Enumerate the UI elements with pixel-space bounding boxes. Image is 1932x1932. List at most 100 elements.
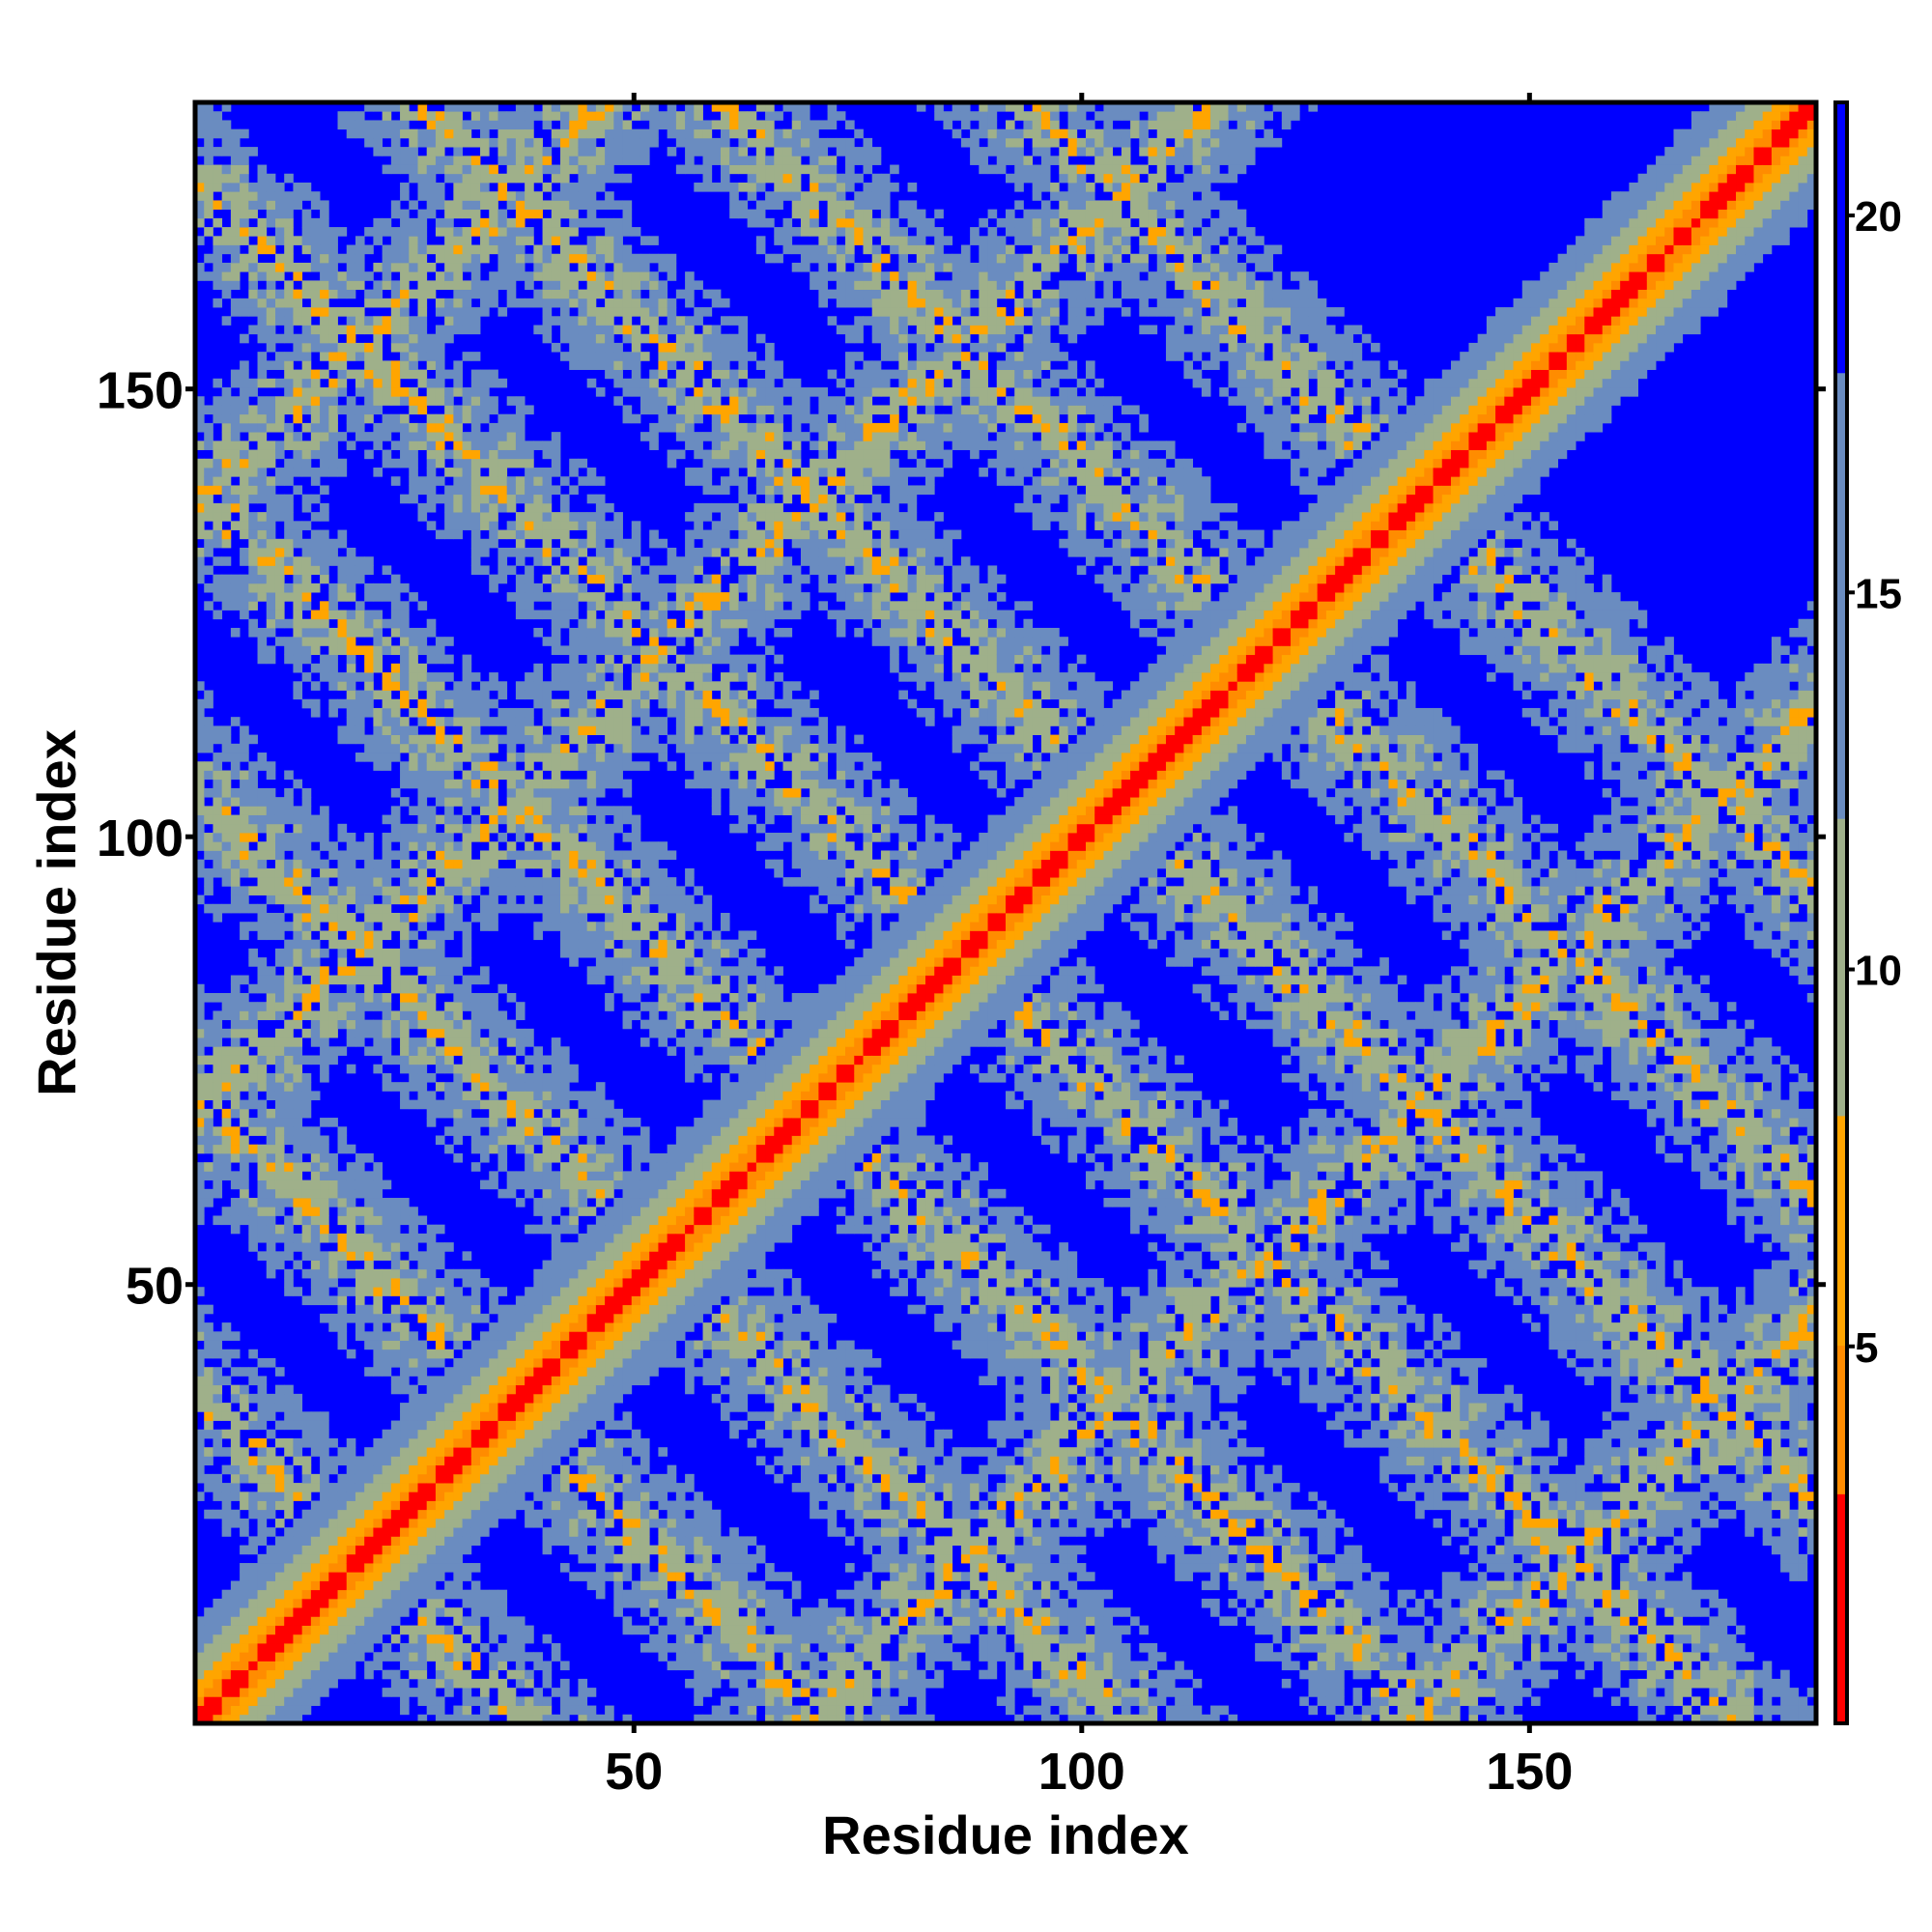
heatmap-cell: [355, 940, 365, 950]
heatmap-cell: [417, 672, 427, 682]
heatmap-cell: [311, 681, 321, 691]
heatmap-cell: [489, 1135, 498, 1145]
heatmap-cell: [471, 1421, 481, 1431]
heatmap-cell: [497, 1135, 507, 1145]
heatmap-cell: [507, 440, 517, 450]
heatmap-cell: [417, 254, 427, 264]
heatmap-cell: [560, 227, 570, 237]
heatmap-cell: [328, 1492, 338, 1501]
heatmap-cell: [417, 1519, 427, 1528]
heatmap-cell: [552, 218, 561, 228]
heatmap-cell: [400, 423, 410, 433]
heatmap-cell: [436, 1331, 445, 1341]
heatmap-cell: [302, 1225, 312, 1235]
heatmap-cell: [204, 717, 213, 726]
heatmap-cell: [533, 512, 543, 522]
heatmap-cell: [284, 298, 294, 308]
heatmap-cell: [293, 485, 302, 495]
heatmap-cell: [507, 815, 517, 825]
heatmap-cell: [248, 922, 258, 931]
heatmap-cell: [497, 850, 507, 860]
heatmap-cell: [240, 521, 249, 530]
heatmap-cell: [409, 290, 418, 299]
heatmap-cell: [417, 1456, 427, 1465]
heatmap-cell: [338, 611, 348, 620]
heatmap-cell: [355, 930, 365, 940]
heatmap-cell: [240, 548, 249, 557]
heatmap-cell: [507, 1358, 517, 1368]
heatmap-cell: [320, 1411, 329, 1421]
heatmap-cell: [275, 450, 285, 460]
heatmap-cell: [383, 1020, 392, 1030]
heatmap-cell: [240, 556, 249, 566]
heatmap-cell: [213, 797, 222, 807]
heatmap-cell: [284, 1234, 294, 1243]
heatmap-cell: [328, 868, 338, 878]
heatmap-cell: [507, 592, 517, 602]
heatmap-cell: [489, 1607, 498, 1617]
heatmap-cell: [471, 370, 481, 380]
heatmap-cell: [222, 860, 232, 869]
heatmap-cell: [552, 468, 561, 477]
heatmap-cell: [497, 1688, 507, 1697]
heatmap-cell: [355, 1153, 365, 1163]
heatmap-cell: [507, 1331, 517, 1341]
heatmap-cell: [293, 1563, 302, 1573]
heatmap-cell: [480, 298, 490, 308]
heatmap-cell: [284, 1483, 294, 1492]
heatmap-cell: [267, 1162, 276, 1172]
heatmap-cell: [248, 1126, 258, 1136]
heatmap-cell: [320, 548, 329, 557]
heatmap-cell: [391, 1590, 401, 1600]
heatmap-cell: [497, 1331, 507, 1341]
heatmap-cell: [436, 495, 445, 504]
heatmap-cell: [328, 645, 338, 655]
heatmap-cell: [293, 1421, 302, 1431]
heatmap-cell: [222, 387, 232, 397]
heatmap-cell: [383, 1367, 392, 1377]
heatmap-cell: [480, 183, 490, 192]
heatmap-cell: [444, 966, 454, 976]
heatmap-cell: [222, 1350, 232, 1359]
heatmap-cell: [347, 984, 356, 994]
heatmap-cell: [213, 111, 222, 121]
heatmap-cell: [427, 1287, 437, 1296]
heatmap-cell: [293, 1536, 302, 1546]
heatmap-cell: [320, 1118, 329, 1127]
heatmap-cell: [463, 1100, 472, 1110]
heatmap-cell: [320, 1430, 329, 1439]
heatmap-cell: [222, 440, 232, 450]
heatmap-cell: [248, 619, 258, 629]
heatmap-cell: [507, 1696, 517, 1706]
heatmap-cell: [222, 1135, 232, 1145]
heatmap-cell: [525, 476, 534, 486]
heatmap-cell: [400, 120, 410, 129]
heatmap-cell: [311, 1261, 321, 1270]
heatmap-cell: [275, 191, 285, 201]
heatmap-cell: [543, 1100, 553, 1110]
heatmap-cell: [328, 254, 338, 264]
heatmap-cell: [471, 770, 481, 780]
heatmap-cell: [427, 147, 437, 156]
heatmap-cell: [463, 744, 472, 753]
heatmap-cell: [453, 1269, 463, 1279]
heatmap-cell: [436, 1029, 445, 1038]
heatmap-cell: [258, 1234, 268, 1243]
heatmap-cell: [463, 1126, 472, 1136]
heatmap-cell: [507, 1411, 517, 1421]
heatmap-cell: [489, 1706, 498, 1716]
heatmap-cell: [240, 1046, 249, 1056]
heatmap-cell: [355, 1002, 365, 1011]
heatmap-cell: [231, 1706, 241, 1716]
heatmap-cell: [543, 245, 553, 255]
heatmap-cell: [400, 1295, 410, 1305]
heatmap-cell: [284, 993, 294, 1003]
heatmap-cell: [320, 1073, 329, 1083]
heatmap-cell: [231, 1171, 241, 1180]
heatmap-cell: [383, 387, 392, 397]
heatmap-cell: [463, 1376, 472, 1385]
heatmap-cell: [355, 423, 365, 433]
heatmap-cell: [417, 1278, 427, 1288]
heatmap-cell: [258, 1652, 268, 1662]
heatmap-cell: [400, 1580, 410, 1590]
